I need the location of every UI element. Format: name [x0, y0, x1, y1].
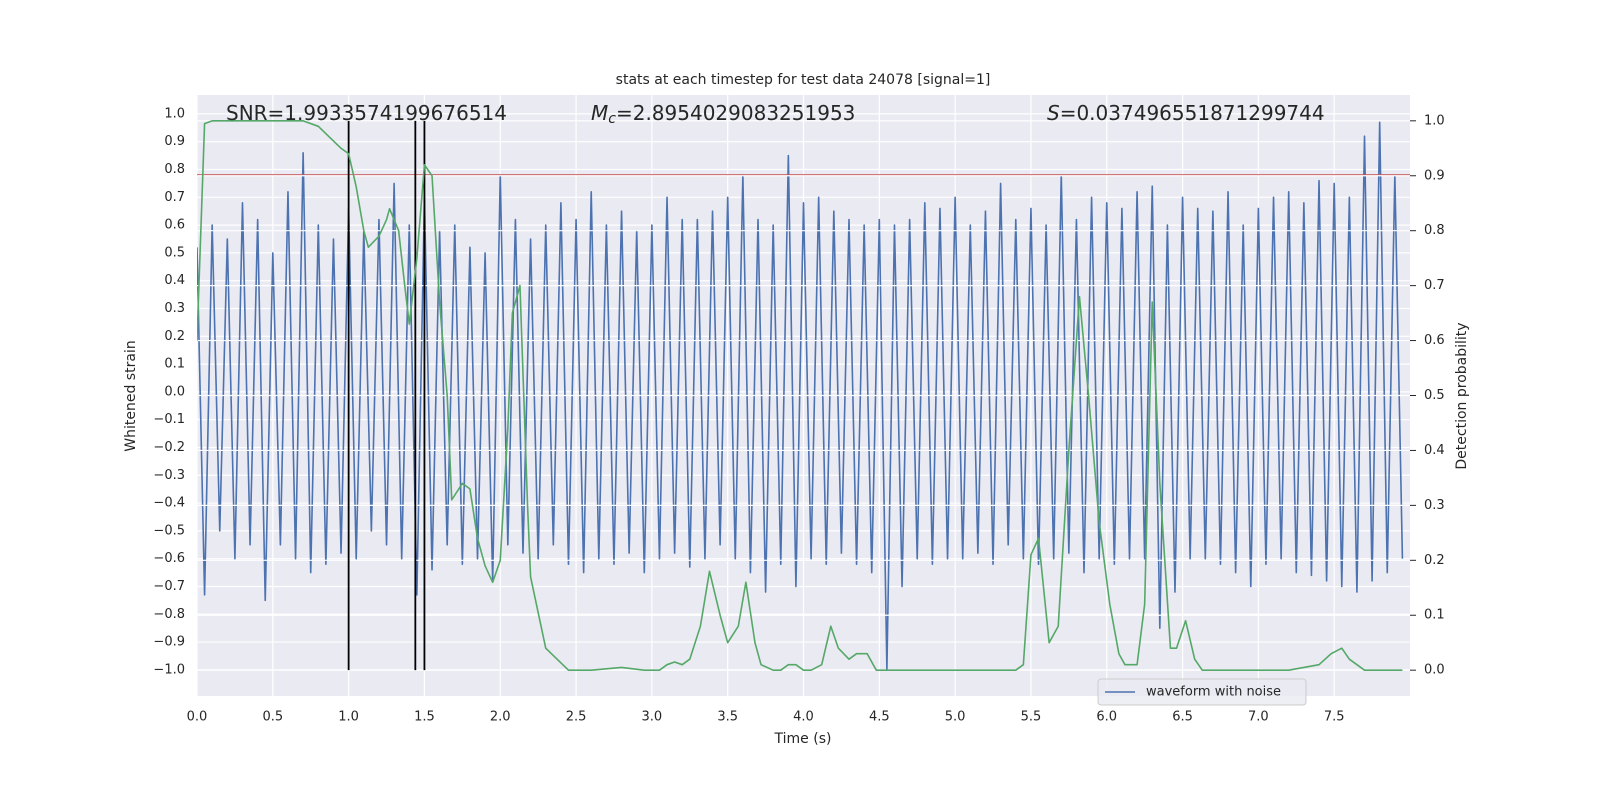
x-tick-label: 6.0 — [1096, 710, 1117, 725]
y2-tick-label: 0.3 — [1424, 498, 1445, 513]
legend: waveform with noise — [1097, 678, 1307, 706]
series-line — [197, 121, 1404, 671]
y-tick-label: −0.6 — [153, 551, 185, 566]
x-tick-label: 3.0 — [642, 710, 663, 725]
legend-label: waveform with noise — [1146, 685, 1281, 700]
x-tick-label: 3.5 — [717, 710, 738, 725]
y2-tick-label: 0.7 — [1424, 278, 1445, 293]
y2-tick-label: 0.2 — [1424, 553, 1445, 568]
y-tick-label: 0.8 — [164, 162, 185, 177]
legend-box — [1097, 678, 1307, 706]
y2-tick-label: 0.5 — [1424, 388, 1445, 403]
x-tick-label: 4.5 — [869, 710, 890, 725]
annotation-symbol: M — [591, 101, 608, 125]
x-tick-label: 1.5 — [414, 710, 435, 725]
y-tick-label: 0.0 — [164, 384, 185, 399]
y-axis-label: Whitened strain — [123, 340, 139, 451]
y-tick-label: −0.2 — [153, 440, 185, 455]
annotation-text: SNR=1.9933574199676514 — [226, 101, 507, 125]
annotation: S=0.037496551871299744 — [1047, 101, 1325, 125]
x-axis-label: Time (s) — [774, 731, 832, 747]
x-tick-label: 0.0 — [187, 710, 208, 725]
y2-tick-label: 1.0 — [1424, 113, 1445, 128]
y-tick-label: −1.0 — [153, 662, 185, 677]
annotation-text: =2.8954029083251953 — [616, 101, 855, 125]
y-tick-label: −0.3 — [153, 468, 185, 483]
y2-tick-label: 0.8 — [1424, 223, 1445, 238]
plot-layer — [197, 120, 1410, 671]
annotation-symbol: S — [1047, 101, 1060, 125]
y-tick-label: −0.7 — [153, 579, 185, 594]
annotation-subscript: c — [608, 111, 616, 127]
y2-tick-label: 0.0 — [1424, 663, 1445, 678]
x-tick-label: 5.0 — [945, 710, 966, 725]
y2-tick-label: 0.4 — [1424, 443, 1445, 458]
y-tick-label: −0.9 — [153, 635, 185, 650]
y-tick-label: 0.3 — [164, 301, 185, 316]
y-tick-label: −0.1 — [153, 412, 185, 427]
y-tick-label: −0.5 — [153, 523, 185, 538]
x-tick-label: 6.5 — [1172, 710, 1193, 725]
y-tick-label: 0.6 — [164, 218, 185, 233]
y-tick-label: 0.7 — [164, 190, 185, 205]
y-tick-label: 0.5 — [164, 245, 185, 260]
annotation-text: =0.037496551871299744 — [1060, 101, 1325, 125]
y2-tick-label: 0.6 — [1424, 333, 1445, 348]
y-tick-label: 1.0 — [164, 106, 185, 121]
y2-axis-label: Detection probability — [1454, 322, 1470, 469]
x-tick-label: 0.5 — [262, 710, 283, 725]
y-tick-label: −0.8 — [153, 607, 185, 622]
y2-tick-label: 0.1 — [1424, 608, 1445, 623]
y2-tick-label: 0.9 — [1424, 168, 1445, 183]
annotation: SNR=1.9933574199676514 — [226, 101, 507, 125]
y-tick-label: 0.9 — [164, 134, 185, 149]
x-tick-label: 5.5 — [1021, 710, 1042, 725]
y-tick-label: 0.1 — [164, 357, 185, 372]
x-tick-label: 7.0 — [1248, 710, 1269, 725]
chart-title: stats at each timestep for test data 240… — [616, 72, 991, 88]
x-tick-label: 4.0 — [793, 710, 814, 725]
annotation: Mc=2.8954029083251953 — [591, 101, 855, 128]
y-tick-label: −0.4 — [153, 496, 185, 511]
x-tick-label: 1.0 — [338, 710, 359, 725]
y-tick-label: 0.4 — [164, 273, 185, 288]
x-tick-label: 2.0 — [490, 710, 511, 725]
series-line — [197, 120, 1403, 671]
y-tick-label: 0.2 — [164, 329, 185, 344]
x-tick-label: 2.5 — [566, 710, 587, 725]
x-tick-label: 7.5 — [1324, 710, 1345, 725]
